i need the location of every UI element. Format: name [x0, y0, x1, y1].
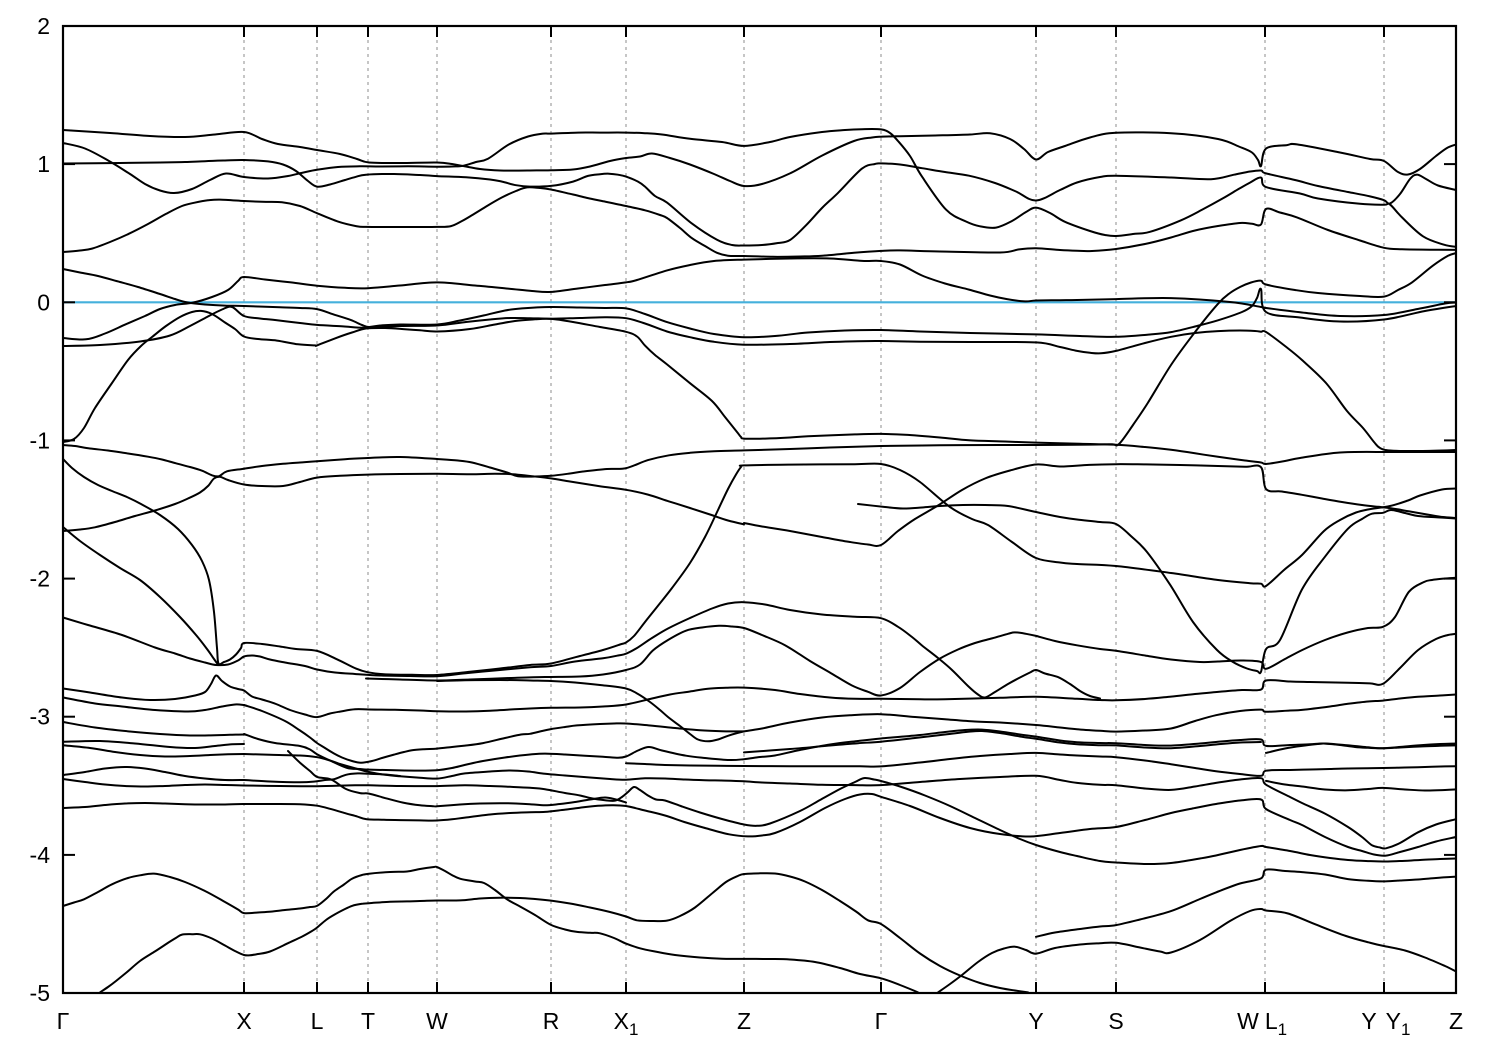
svg-text:Γ: Γ — [57, 1008, 70, 1034]
svg-text:0: 0 — [37, 289, 50, 315]
svg-text:Y: Y — [1361, 1008, 1376, 1034]
svg-text:T: T — [361, 1008, 375, 1034]
svg-text:-5: -5 — [30, 980, 50, 1006]
svg-text:Γ: Γ — [875, 1008, 888, 1034]
svg-text:W: W — [426, 1008, 448, 1034]
svg-text:W: W — [1237, 1008, 1259, 1034]
svg-text:Z: Z — [737, 1008, 751, 1034]
svg-text:R: R — [543, 1008, 560, 1034]
svg-text:-2: -2 — [30, 566, 50, 592]
svg-text:-4: -4 — [30, 842, 51, 868]
svg-text:X: X — [236, 1008, 251, 1034]
svg-text:1: 1 — [37, 151, 50, 177]
svg-text:L: L — [311, 1008, 324, 1034]
svg-text:-1: -1 — [30, 427, 50, 453]
svg-text:S: S — [1108, 1008, 1123, 1034]
svg-text:2: 2 — [37, 13, 50, 39]
svg-text:-3: -3 — [30, 704, 50, 730]
svg-text:Y: Y — [1028, 1008, 1043, 1034]
svg-text:Z: Z — [1449, 1008, 1463, 1034]
